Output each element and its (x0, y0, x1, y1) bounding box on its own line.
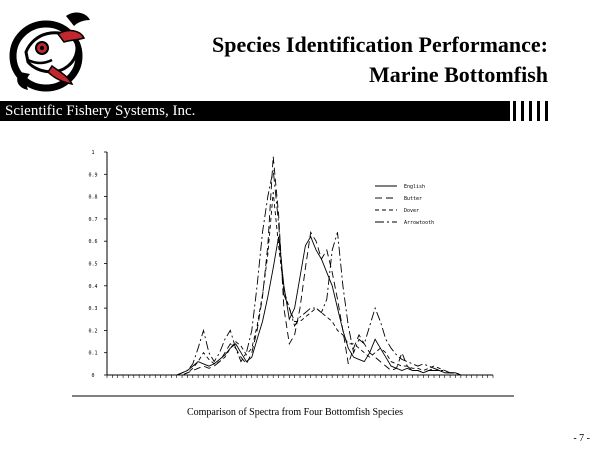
series-line-english (107, 235, 493, 376)
logo-mouth (27, 58, 53, 65)
legend-label-english: English (404, 184, 425, 190)
page-title: Species Identification Performance: Mari… (212, 30, 548, 90)
logo-top-wave (66, 12, 90, 26)
banner-bar (537, 101, 540, 121)
title-line-2: Marine Bottomfish (368, 62, 548, 87)
logo-red-fin (56, 29, 86, 43)
series-line-arrowtooth (107, 169, 493, 376)
y-tick-label: 1 (91, 150, 94, 156)
y-tick-label: 0.3 (88, 306, 97, 312)
chart-axes: 0 0.1 0.2 0.3 0.4 0.5 0.6 0.7 0.8 0.9 1 (88, 150, 494, 379)
legend-label-dover: Dover (404, 208, 419, 214)
y-tick-label: 0.7 (88, 217, 97, 223)
chart-caption: Comparison of Spectra from Four Bottomfi… (186, 407, 404, 418)
logo-pupil (39, 45, 45, 51)
y-tick-label: 0.9 (88, 172, 97, 178)
banner-bar (513, 101, 516, 121)
logo-red-tail (47, 64, 74, 86)
series-line-butter (107, 156, 493, 376)
banner-bar (545, 101, 548, 121)
legend-label-butter: Butter (404, 196, 422, 202)
legend-label-arrowtooth: Arrowtooth (404, 220, 434, 226)
banner-bars (513, 101, 553, 121)
y-tick-label: 0.4 (88, 284, 97, 290)
y-tick-label: 0.2 (88, 328, 97, 334)
company-logo (9, 12, 90, 92)
title-line-1: Species Identification Performance: (211, 32, 548, 57)
y-tick-label: 0.6 (88, 239, 97, 245)
y-tick-label: 0.1 (88, 351, 97, 357)
chart-legend: English Butter Dover Arrowtooth (375, 184, 434, 226)
series-line-dover (107, 192, 493, 376)
y-tick-label: 0 (91, 373, 94, 379)
banner-bar (529, 101, 532, 121)
company-banner: Scientific Fishery Systems, Inc. (0, 101, 510, 121)
logo-bottom-swirl (17, 72, 30, 90)
y-tick-label: 0.5 (88, 262, 97, 268)
logo-outer-ring (9, 20, 83, 92)
banner-bar (521, 101, 524, 121)
y-tick-label: 0.8 (88, 195, 97, 201)
page-number: - 7 - (573, 433, 590, 444)
series-layer (107, 156, 493, 376)
